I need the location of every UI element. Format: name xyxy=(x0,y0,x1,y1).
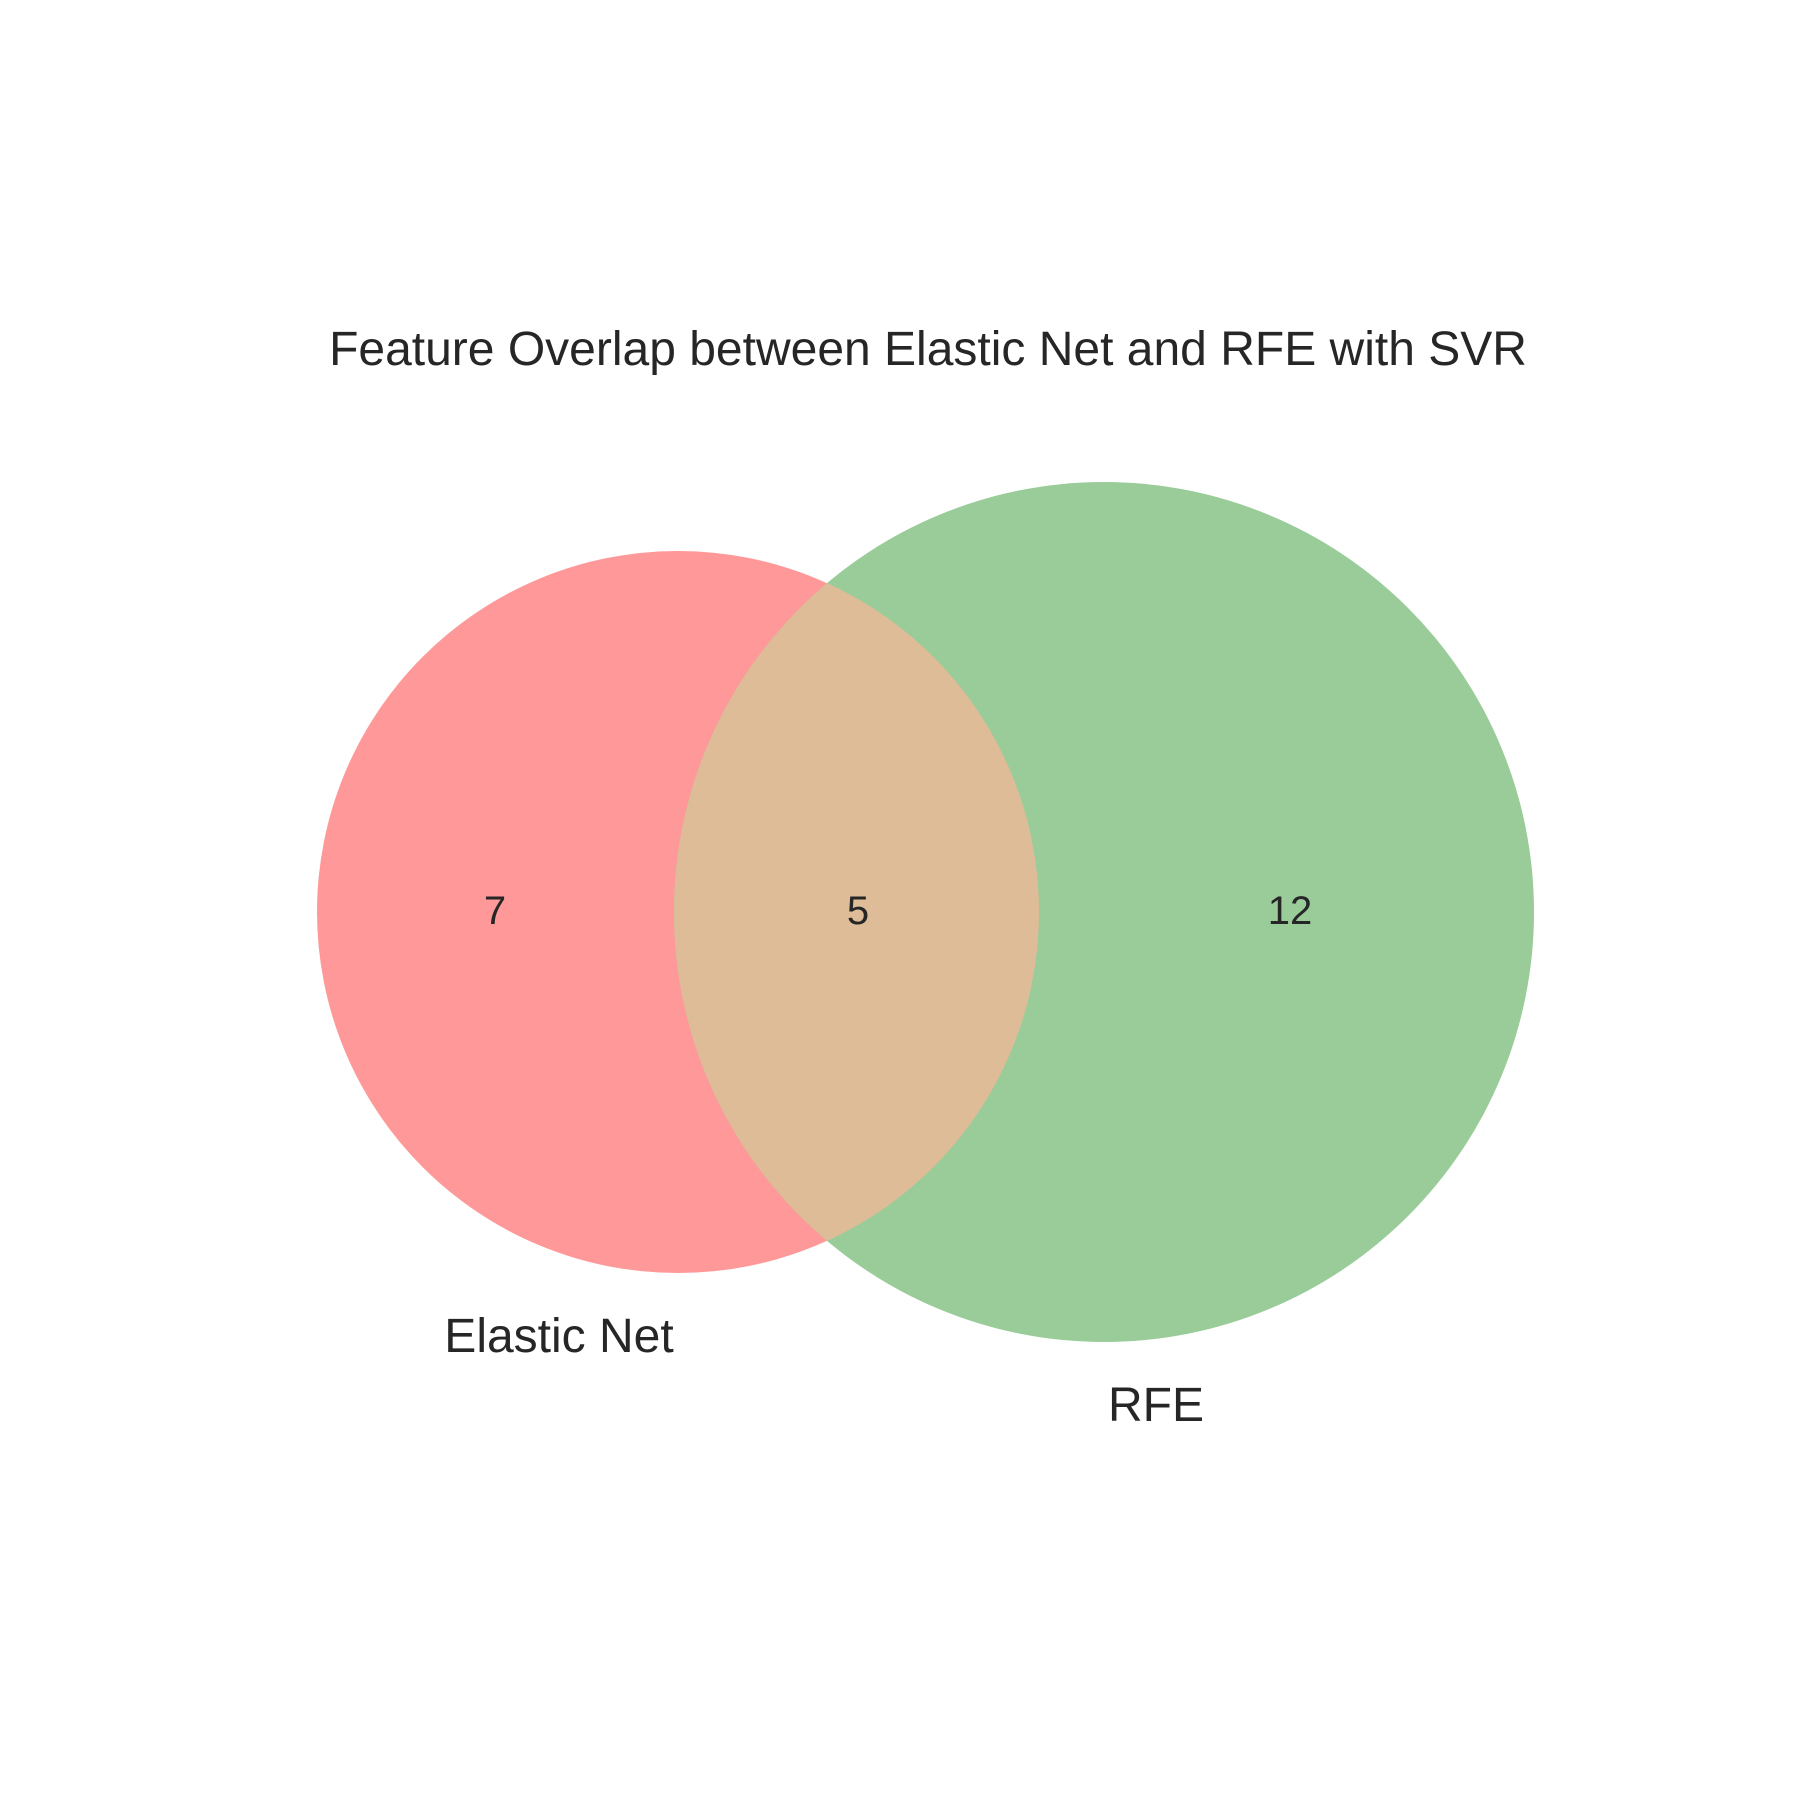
overlap-count: 5 xyxy=(847,889,869,933)
elastic-net-only-count: 7 xyxy=(484,889,506,933)
rfe-label: RFE xyxy=(1108,1379,1204,1432)
diagram-title: Feature Overlap between Elastic Net and … xyxy=(329,323,1527,376)
overlap-region xyxy=(674,551,1039,1273)
elastic-net-label: Elastic Net xyxy=(444,1310,673,1363)
rfe-only-count: 12 xyxy=(1268,889,1313,933)
